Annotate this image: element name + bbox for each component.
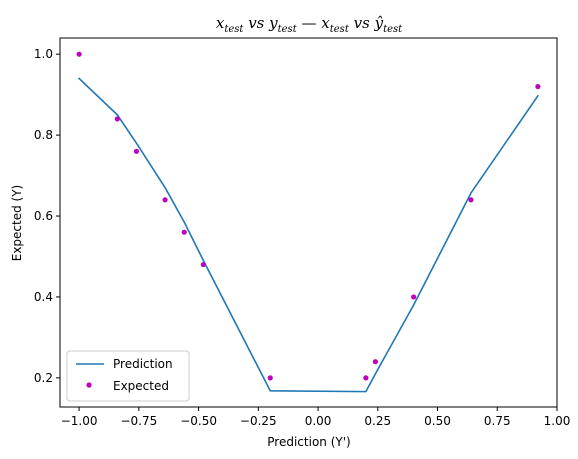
legend-label-expected: Expected (113, 379, 169, 393)
chart-title: xtest vs ytest — xtest vs ŷtest (216, 14, 403, 36)
data-point-expected (363, 375, 369, 381)
x-tick-label: −0.25 (240, 414, 277, 428)
data-point-expected (76, 51, 82, 57)
legend-label-prediction: Prediction (113, 357, 173, 371)
y-axis-label: Expected (Y) (10, 185, 24, 262)
x-tick-label: −0.75 (120, 414, 157, 428)
legend: Prediction Expected (66, 350, 190, 402)
series-line-prediction (77, 77, 539, 393)
y-tick-label: 0.8 (34, 128, 53, 142)
data-point-expected (535, 83, 541, 90)
x-tick-label: 0.50 (424, 414, 451, 428)
x-tick-label: −0.50 (180, 414, 217, 428)
data-point-expected (181, 229, 187, 235)
data-point-expected (411, 294, 417, 300)
x-tick-label: 1.00 (544, 414, 571, 428)
y-tick-label: 0.4 (34, 290, 53, 304)
x-axis-label: Prediction (Y') (267, 435, 350, 449)
axes: −1.00 −0.75 −0.50 −0.25 0.00 0.25 0.50 0.75 1.00… (34, 37, 571, 428)
data-point-expected (162, 197, 168, 203)
data-point-expected (133, 148, 140, 154)
data-point-expected (372, 359, 378, 365)
x-tick-label: 0.75 (484, 414, 511, 428)
axes-frame (59, 37, 558, 408)
y-tick-label: 1.0 (34, 47, 53, 61)
x-tick-label: −1.00 (61, 414, 98, 428)
data-point-expected (267, 375, 273, 381)
y-tick-label: 0.2 (34, 371, 53, 385)
data-point-expected (200, 261, 206, 268)
x-tick-label: 0.25 (364, 414, 391, 428)
x-tick-label: 0.00 (305, 414, 332, 428)
data-point-expected (468, 197, 474, 203)
y-tick-label: 0.6 (34, 209, 53, 223)
plot-area (76, 51, 541, 393)
data-point-expected (114, 116, 120, 122)
legend-swatch-expected (86, 382, 92, 388)
